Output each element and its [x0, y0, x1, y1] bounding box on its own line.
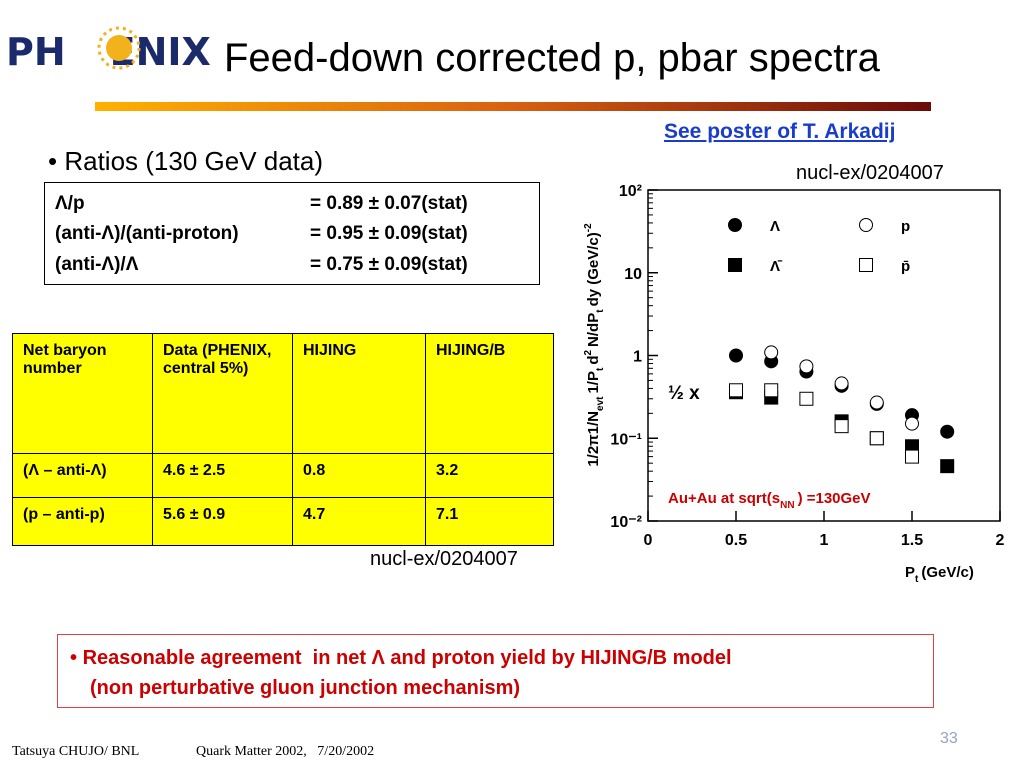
- footer-author: Tatsuya CHUJO/ BNL: [12, 744, 140, 759]
- ratio-value: = 0.95 ± 0.09(stat): [310, 223, 468, 244]
- x-tick-label: 2: [996, 532, 1005, 549]
- cell: 3.2: [425, 453, 554, 498]
- data-point: [940, 459, 955, 474]
- logo-left: PH: [6, 30, 66, 74]
- ratio-box: Λ/p = 0.89 ± 0.07(stat) (anti-Λ)/(anti-pr…: [44, 182, 540, 285]
- cell: 4.6 ± 2.5: [152, 453, 293, 498]
- cell: 7.1: [425, 497, 554, 546]
- data-point: [834, 419, 849, 434]
- cell: 5.6 ± 0.9: [152, 497, 293, 546]
- baryon-table: Net baryon number Data (PHENIX, central …: [12, 333, 554, 546]
- bullet: • Ratios (130 GeV data): [48, 146, 324, 176]
- x-tick-label: 0.5: [725, 532, 747, 549]
- table-reference: nucl-ex/0204007: [370, 548, 518, 570]
- poster-link[interactable]: See poster of T. Arkadij: [664, 120, 896, 143]
- legend-label: p̄: [901, 258, 910, 275]
- ratio-value: = 0.75 ± 0.09(stat): [310, 254, 468, 275]
- legend-marker: [859, 258, 873, 272]
- reference: nucl-ex/0204007: [796, 162, 944, 184]
- y-axis-label-part: -2: [583, 223, 594, 232]
- y-tick-label: 10⁻¹: [610, 431, 642, 448]
- data-point: [764, 383, 779, 398]
- y-axis-label-part: 1/P: [585, 371, 602, 394]
- title-underline: [95, 102, 931, 111]
- header-cell: HIJING/B: [425, 333, 554, 454]
- conclusion-box: • Reasonable agreement in net Λ and prot…: [57, 634, 934, 708]
- y-axis-label-part: t: [595, 367, 606, 371]
- legend-marker: [728, 218, 742, 232]
- condition-label-part: Au+Au at sqrt(s: [668, 490, 780, 507]
- y-axis-label-part: 2: [583, 350, 594, 356]
- x-axis-label-part: (GeV/c): [921, 564, 974, 581]
- y-axis-label-part: d: [585, 356, 602, 365]
- data-point: [764, 345, 779, 360]
- y-axis-label-part: evt: [595, 396, 606, 411]
- x-tick-label: 1: [820, 532, 829, 549]
- legend-marker: [859, 218, 873, 232]
- ratio-label: (anti-Λ)/(anti-proton): [55, 223, 239, 244]
- element: Net baryon number Data (PHENIX, central …: [12, 333, 554, 546]
- data-point: [869, 431, 884, 446]
- ratio-label: Λ/p: [55, 193, 85, 214]
- conclusion-text: Reasonable agreement in net Λ and proton…: [82, 647, 732, 669]
- data-point: [940, 424, 955, 439]
- annotation: ½ x: [668, 383, 700, 404]
- legend-label: p: [901, 218, 910, 235]
- x-axis-label: Pt (GeV/c): [905, 564, 974, 585]
- sun: [106, 35, 132, 61]
- ratio-value: = 0.89 ± 0.07(stat): [310, 193, 468, 214]
- table-row: (p – anti-p) 5.6 ± 0.9 4.7 7.1: [12, 497, 554, 546]
- data-point: [729, 383, 743, 398]
- slide-title: Feed-down corrected p, pbar spectra: [224, 36, 880, 80]
- header-cell: HIJING: [292, 333, 426, 454]
- data-point: [869, 395, 884, 410]
- table-row: (Λ – anti-Λ) 4.6 ± 2.5 0.8 3.2: [12, 453, 554, 498]
- x-tick-label: 0: [644, 532, 653, 549]
- x-tick-label: 1.5: [901, 532, 923, 549]
- page-number: 33: [940, 730, 958, 747]
- y-tick-label: 10: [624, 266, 642, 283]
- conclusion-line: (non perturbative gluon junction mechani…: [90, 677, 521, 699]
- cell: 0.8: [292, 453, 426, 498]
- legend-label: Λ: [770, 218, 780, 235]
- x-axis-label-part: P: [905, 564, 915, 581]
- data-point: [729, 348, 743, 363]
- header-cell: Net baryon number: [12, 333, 153, 454]
- condition-label: Au+Au at sqrt(sNN ) =130GeV: [668, 490, 871, 511]
- y-axis-label: 1/2π1/Nevt1/Ptd2N/dPtdy (GeV/c)-2: [583, 223, 606, 467]
- y-axis-label-part: N/dP: [585, 313, 602, 347]
- y-tick-label: 10⁻²: [610, 514, 642, 531]
- condition-label-part: ) =130GeV: [798, 490, 871, 507]
- cell: (Λ – anti-Λ): [12, 453, 153, 498]
- y-tick-label: 1: [633, 349, 642, 366]
- footer-event: Quark Matter 2002, 7/20/2002: [196, 744, 375, 759]
- cell: 4.7: [292, 497, 426, 546]
- legend-label: Λ̄: [770, 258, 783, 275]
- x-axis-label-part: t: [915, 574, 919, 585]
- y-axis-label-part: dy (GeV/c): [585, 232, 602, 306]
- data-point: [799, 359, 814, 374]
- condition-label-part: NN: [780, 500, 794, 511]
- y-axis-label-part: t: [595, 309, 606, 313]
- data-point: [799, 391, 814, 406]
- y-tick-label: 10²: [619, 183, 642, 200]
- conclusion-line: • Reasonable agreement in net Λ and prot…: [70, 647, 732, 669]
- data-point: [834, 376, 849, 391]
- table-header: Net baryon number Data (PHENIX, central …: [12, 333, 554, 454]
- logo-sun: [97, 26, 141, 70]
- legend-marker: [728, 258, 742, 272]
- cell: (p – anti-p): [12, 497, 153, 546]
- bullet-text: Ratios (130 GeV data): [64, 146, 324, 176]
- data-point: [905, 416, 919, 431]
- y-axis-label-part: 1/2π1/N: [585, 411, 602, 467]
- sun-rays: [97, 26, 141, 70]
- data-point: [905, 449, 919, 464]
- ratio-label: (anti-Λ)/Λ: [55, 254, 139, 275]
- header-cell: Data (PHENIX, central 5%): [152, 333, 293, 454]
